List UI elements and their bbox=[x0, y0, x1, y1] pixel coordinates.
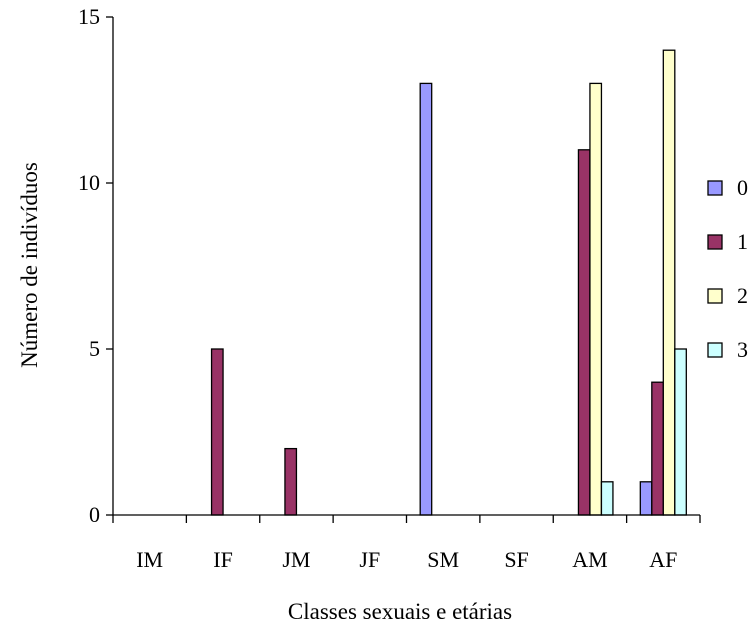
y-axis-label: Número de indivíduos bbox=[17, 162, 42, 368]
y-ticks-group: 0 5 10 15 bbox=[78, 4, 113, 527]
x-ticks-group: IM IF JM JF SM SF AM AF bbox=[112, 515, 701, 572]
legend-item-3: 3 bbox=[707, 337, 748, 362]
axes-group bbox=[112, 17, 700, 516]
bar-af-series-2 bbox=[662, 49, 676, 516]
legend-swatch bbox=[707, 234, 723, 250]
x-tick-label-am: AM bbox=[572, 547, 607, 572]
y-tick-label: 15 bbox=[78, 4, 100, 29]
legend-label: 3 bbox=[737, 337, 748, 362]
legend-item-0: 0 bbox=[707, 175, 748, 200]
x-tick-label-im: IM bbox=[136, 547, 163, 572]
bar-sm-series-0 bbox=[419, 82, 433, 516]
bar-af-series-0 bbox=[639, 481, 653, 516]
legend-label: 2 bbox=[737, 283, 748, 308]
bar-am-series-2 bbox=[589, 82, 603, 516]
legend-swatch bbox=[707, 180, 723, 196]
bar-if-series-1 bbox=[210, 348, 224, 516]
x-tick-label-sf: SF bbox=[504, 547, 528, 572]
legend-item-2: 2 bbox=[707, 283, 748, 308]
x-tick-label-af: AF bbox=[649, 547, 677, 572]
bar-jm-series-1 bbox=[284, 447, 298, 516]
legend-label: 1 bbox=[737, 229, 748, 254]
bar-af-series-3 bbox=[674, 348, 687, 516]
y-tick-label: 10 bbox=[78, 170, 100, 195]
legend-swatch bbox=[707, 288, 723, 304]
bar-am-series-1 bbox=[577, 149, 591, 516]
legend-swatch bbox=[707, 342, 723, 358]
y-tick-label: 5 bbox=[89, 336, 100, 361]
y-tick-label: 0 bbox=[89, 502, 100, 527]
legend: 0 1 2 3 bbox=[707, 175, 748, 362]
legend-item-1: 1 bbox=[707, 229, 748, 254]
x-tick-label-jf: JF bbox=[359, 547, 380, 572]
x-tick-label-jm: JM bbox=[282, 547, 310, 572]
legend-label: 0 bbox=[737, 175, 748, 200]
x-tick-label-sm: SM bbox=[427, 547, 459, 572]
bar-am-series-3 bbox=[600, 481, 614, 516]
x-tick-label-if: IF bbox=[213, 547, 233, 572]
bars-group bbox=[210, 49, 687, 516]
x-axis-label: Classes sexuais e etárias bbox=[288, 599, 512, 624]
bar-af-series-1 bbox=[651, 381, 664, 516]
